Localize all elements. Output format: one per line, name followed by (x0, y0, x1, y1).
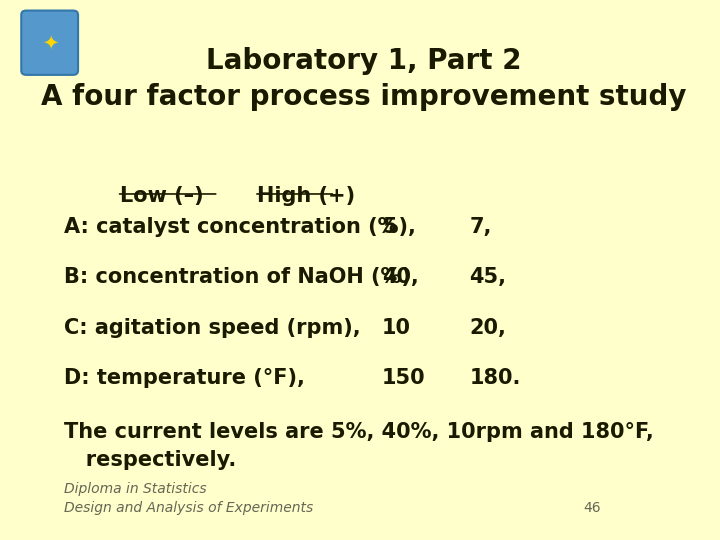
Text: 10: 10 (382, 318, 411, 338)
Text: 5: 5 (382, 217, 397, 237)
FancyBboxPatch shape (22, 11, 78, 75)
Text: 7,: 7, (469, 217, 492, 237)
Text: 180.: 180. (469, 368, 521, 388)
Text: ✦: ✦ (42, 33, 58, 52)
Text: 45,: 45, (469, 267, 506, 287)
Text: Laboratory 1, Part 2
A four factor process improvement study: Laboratory 1, Part 2 A four factor proce… (40, 46, 686, 111)
Text: 40: 40 (382, 267, 411, 287)
Text: 46: 46 (583, 501, 600, 515)
Text: C: agitation speed (rpm),: C: agitation speed (rpm), (63, 318, 360, 338)
Text: The current levels are 5%, 40%, 10rpm and 180°F,
   respectively.: The current levels are 5%, 40%, 10rpm an… (63, 422, 654, 469)
Text: 20,: 20, (469, 318, 506, 338)
Text: D: temperature (°F),: D: temperature (°F), (63, 368, 305, 388)
Text: High (+): High (+) (257, 186, 356, 206)
Text: Low (–): Low (–) (120, 186, 204, 206)
Text: B: concentration of NaOH (%),: B: concentration of NaOH (%), (63, 267, 418, 287)
Text: Diploma in Statistics
Design and Analysis of Experiments: Diploma in Statistics Design and Analysi… (63, 482, 313, 515)
Text: A: catalyst concentration (%),: A: catalyst concentration (%), (63, 217, 415, 237)
Text: 150: 150 (382, 368, 426, 388)
